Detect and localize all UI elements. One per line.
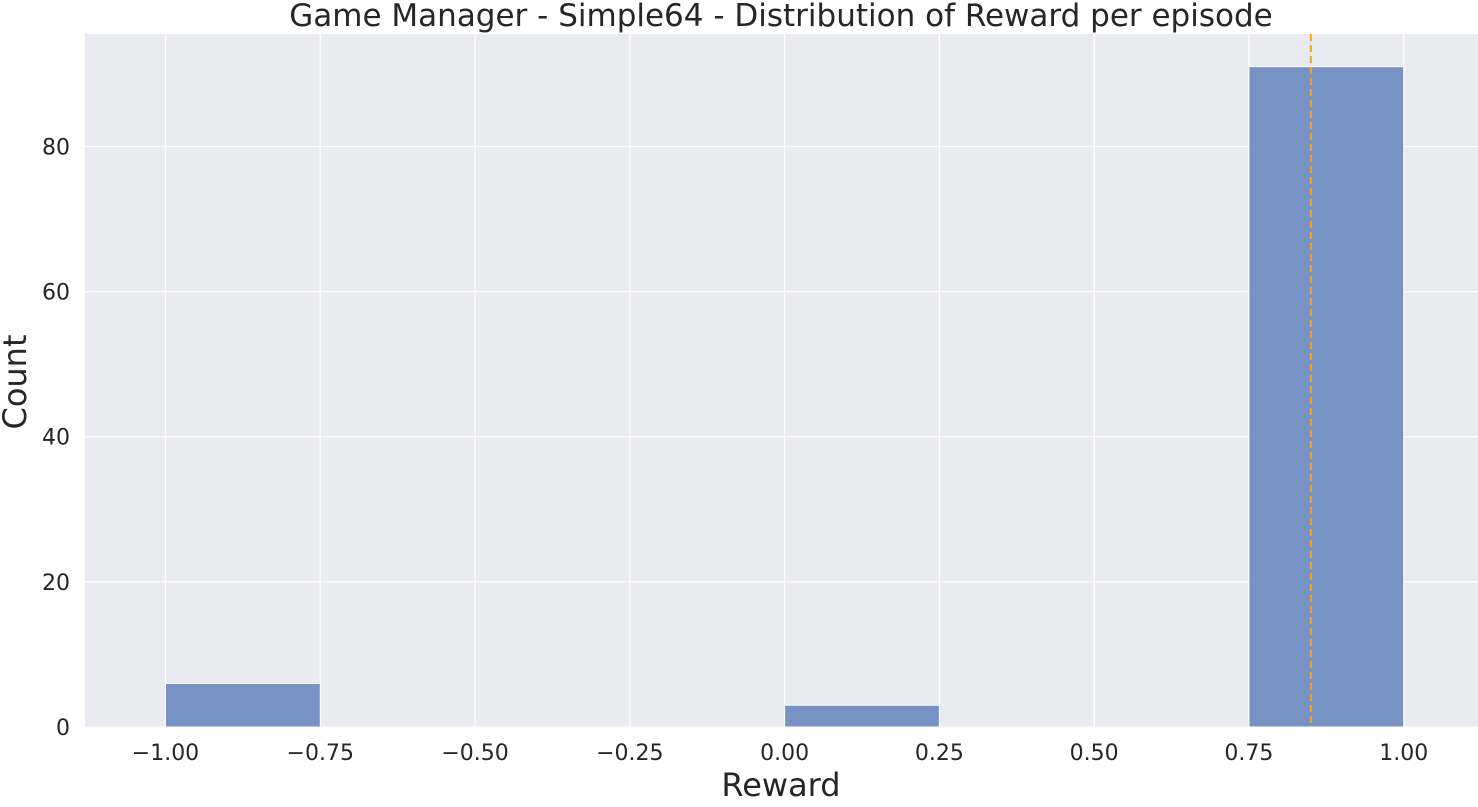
chart-title: Game Manager - Simple64 - Distribution o… xyxy=(289,0,1272,34)
histogram-bar-7 xyxy=(1248,66,1405,728)
histogram-bar-4 xyxy=(784,704,940,728)
y-tick-label-1: 20 xyxy=(42,571,70,596)
y-tick-label-3: 60 xyxy=(42,281,70,306)
x-tick-label-4: 0.00 xyxy=(760,741,809,766)
x-tick-label-3: −0.25 xyxy=(596,741,663,766)
x-tick-label-8: 1.00 xyxy=(1379,741,1428,766)
x-tick-label-5: 0.25 xyxy=(915,741,964,766)
y-tick-label-4: 80 xyxy=(42,135,70,160)
x-tick-label-6: 0.50 xyxy=(1070,741,1119,766)
text-layer: Game Manager - Simple64 - Distribution o… xyxy=(0,0,1273,804)
y-tick-label-2: 40 xyxy=(42,426,70,451)
x-tick-label-7: 0.75 xyxy=(1224,741,1273,766)
y-axis-label: Count xyxy=(0,334,34,429)
x-tick-label-1: −0.75 xyxy=(287,741,354,766)
x-tick-label-2: −0.50 xyxy=(441,741,508,766)
x-tick-label-0: −1.00 xyxy=(132,741,199,766)
plot-background xyxy=(85,34,1478,727)
x-axis-label: Reward xyxy=(721,766,840,803)
y-tick-label-0: 0 xyxy=(56,716,70,741)
plot-layer: −1.00 −0.75 −0.50 −0.25 0.00 0.25 0.50 0.75 1.00… xyxy=(42,34,1478,766)
histogram-bar-0 xyxy=(164,682,321,728)
